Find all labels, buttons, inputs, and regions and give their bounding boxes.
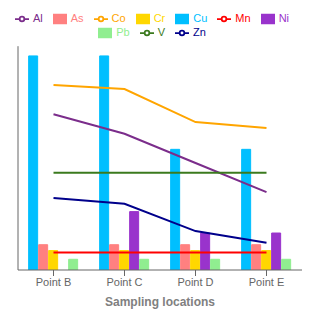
svg-text:Sampling locations: Sampling locations [105,295,215,309]
svg-text:Point B: Point B [36,276,71,288]
html-text:As: As [70,12,84,24]
html-text:V: V [157,26,165,39]
html-text:Pb: Pb [116,26,130,39]
html-text:Co: Co [111,12,126,24]
html-text:Cu: Cu [193,12,208,24]
html-text:Al: Al [33,12,43,24]
svg-text:Point E: Point E [249,276,284,288]
html-text:Cr: Cr [153,12,166,24]
html-text:Mn: Mn [235,12,251,24]
html-text:Zn: Zn [193,26,206,39]
html-text:Ni: Ni [278,12,289,24]
svg-text:Point D: Point D [177,276,213,288]
svg-text:Point C: Point C [106,276,142,288]
